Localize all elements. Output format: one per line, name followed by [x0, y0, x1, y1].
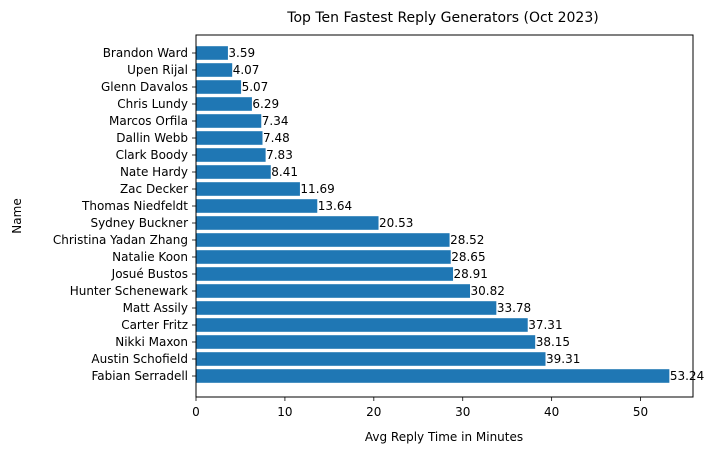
- bar: [196, 97, 252, 111]
- y-tick-label: Sydney Buckner: [90, 216, 188, 230]
- bar-value-label: 7.83: [266, 148, 293, 162]
- bar: [196, 318, 528, 332]
- y-tick-label: Natalie Koon: [112, 250, 188, 264]
- bar-value-label: 28.91: [454, 267, 488, 281]
- bar: [196, 131, 263, 145]
- bar: [196, 369, 670, 383]
- bar-value-label: 30.82: [471, 284, 505, 298]
- y-tick-label: Zac Decker: [120, 182, 188, 196]
- y-tick-label: Thomas Niedfeldt: [81, 199, 188, 213]
- bar: [196, 46, 228, 60]
- y-tick-label: Matt Assily: [123, 301, 188, 315]
- bar: [196, 352, 546, 366]
- bar-value-label: 33.78: [497, 301, 531, 315]
- y-tick-label: Dallin Webb: [116, 131, 188, 145]
- data-labels-group: 53.24 39.31 38.15 37.31 33.78 30.82 28.91 28.65…: [228, 46, 704, 383]
- bar-value-label: 11.69: [300, 182, 334, 196]
- bar-value-label: 6.29: [252, 97, 279, 111]
- bar: [196, 335, 536, 349]
- y-tick-label: Carter Fritz: [121, 318, 188, 332]
- bar: [196, 63, 233, 77]
- bar-value-label: 4.07: [233, 63, 260, 77]
- bar-value-label: 37.31: [528, 318, 562, 332]
- x-tick-label: 30: [455, 405, 470, 419]
- x-tick-label: 10: [277, 405, 292, 419]
- bar: [196, 301, 497, 315]
- bar-value-label: 3.59: [228, 46, 255, 60]
- y-tick-label: Christina Yadan Zhang: [53, 233, 188, 247]
- bar: [196, 250, 451, 264]
- y-tick-label: Hunter Schenewark: [70, 284, 188, 298]
- bar-value-label: 20.53: [379, 216, 413, 230]
- bar-value-label: 5.07: [242, 80, 269, 94]
- y-tick-label: Austin Schofield: [91, 352, 188, 366]
- bars-group: [196, 46, 670, 383]
- bar-value-label: 28.52: [450, 233, 484, 247]
- bar: [196, 182, 300, 196]
- bar: [196, 284, 471, 298]
- bar: [196, 114, 262, 128]
- x-tick-label: 40: [544, 405, 559, 419]
- bar-value-label: 28.65: [451, 250, 485, 264]
- y-tick-label: Josué Bustos: [111, 267, 188, 281]
- y-tick-label: Brandon Ward: [103, 46, 188, 60]
- y-axis-title: Name: [10, 198, 24, 233]
- bar: [196, 199, 318, 213]
- chart-title: Top Ten Fastest Reply Generators (Oct 20…: [286, 10, 598, 26]
- bar-value-label: 38.15: [536, 335, 570, 349]
- bar-value-label: 39.31: [546, 352, 580, 366]
- bar-value-label: 53.24: [670, 369, 704, 383]
- bar: [196, 165, 271, 179]
- bar: [196, 216, 379, 230]
- bar: [196, 80, 242, 94]
- y-tick-label: Nikki Maxon: [115, 335, 188, 349]
- y-axis-ticks: Fabian Serradell Austin Schofield Nikki Ma…: [53, 46, 196, 383]
- x-tick-label: 20: [366, 405, 381, 419]
- x-tick-label: 0: [192, 405, 200, 419]
- bar: [196, 267, 454, 281]
- x-axis-ticks: 0 10 20 30 40 50: [192, 397, 648, 419]
- y-tick-label: Marcos Orfila: [109, 114, 188, 128]
- plot-frame: [195, 34, 694, 398]
- y-tick-label: Clark Boody: [116, 148, 188, 162]
- bar-value-label: 7.48: [263, 131, 290, 145]
- bar-value-label: 8.41: [271, 165, 298, 179]
- y-tick-label: Upen Rijal: [127, 63, 188, 77]
- bar: [196, 148, 266, 162]
- y-tick-label: Fabian Serradell: [91, 369, 188, 383]
- bar-value-label: 7.34: [262, 114, 289, 128]
- x-tick-label: 50: [633, 405, 648, 419]
- y-tick-label: Chris Lundy: [117, 97, 188, 111]
- y-tick-label: Glenn Davalos: [101, 80, 188, 94]
- y-tick-label: Nate Hardy: [120, 165, 188, 179]
- x-axis-title: Avg Reply Time in Minutes: [365, 430, 523, 444]
- bar: [196, 233, 450, 247]
- bar-value-label: 13.64: [318, 199, 352, 213]
